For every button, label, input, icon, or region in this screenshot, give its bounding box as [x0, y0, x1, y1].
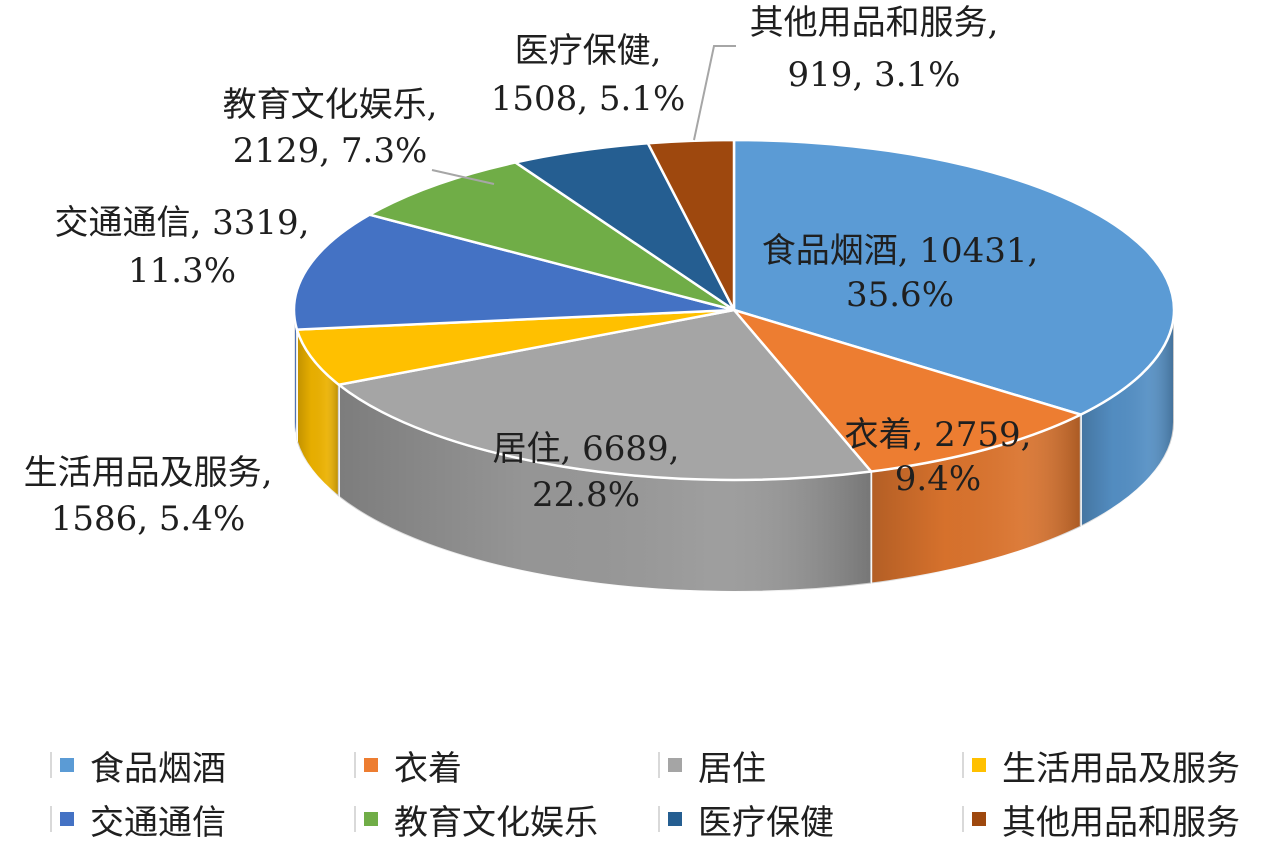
pie-slice-side-shading [294, 310, 297, 442]
data-label-education-line2: 2129, 7.3% [233, 131, 428, 171]
data-label-transport-line2: 11.3% [128, 251, 236, 291]
legend-label: 教育文化娱乐 [394, 802, 598, 843]
legend-row: 交通通信 教育文化娱乐 医疗保健 其他用品和服务 [48, 792, 1264, 846]
legend-label: 医疗保健 [698, 802, 834, 843]
pie-slice-side-shading [871, 414, 1081, 584]
legend-item-food: 食品烟酒 [48, 741, 352, 790]
legend-item-healthcare: 医疗保健 [656, 795, 960, 844]
data-label-clothing-line1: 衣着, 2759, [845, 415, 1032, 455]
leader-line-other [693, 45, 736, 141]
legend-label: 食品烟酒 [90, 748, 226, 789]
legend-swatch [364, 812, 378, 826]
pie-side-layer [293, 309, 1175, 593]
leader-line-layer [431, 45, 736, 185]
pie-slice-side-shading [338, 384, 872, 592]
data-label-housing-line1: 居住, 6689, [493, 429, 680, 469]
data-label-transport-line1: 交通通信, 3319, [55, 203, 310, 243]
data-label-healthcare-line2: 1508, 5.1% [491, 79, 686, 119]
pie-slice-education [368, 161, 736, 312]
pie-slice-housing [337, 308, 873, 482]
legend-label: 衣着 [394, 748, 462, 789]
pie-slice-clothing [732, 308, 1083, 473]
legend-label: 交通通信 [90, 802, 226, 843]
legend-item-education: 教育文化娱乐 [352, 795, 656, 844]
legend-row: 食品烟酒 衣着 居住 生活用品及服务 [48, 738, 1264, 792]
legend-swatch [364, 758, 378, 772]
pie-slice-side-shading [1080, 310, 1174, 527]
legend-label: 其他用品和服务 [1002, 802, 1240, 843]
data-label-other-line1: 其他用品和服务, [750, 3, 999, 43]
legend-label: 居住 [698, 748, 766, 789]
data-label-clothing-line2: 9.4% [895, 459, 981, 499]
pie-slice-transport [292, 213, 736, 331]
pie-chart: 食品烟酒, 10431,35.6% 衣着, 2759,9.4% 居住, 6689, 2… [24, 3, 1176, 593]
legend-swatch [972, 758, 986, 772]
data-label-household-goods-line1: 生活用品及服务, [24, 453, 273, 493]
pie-top-layer [292, 138, 1176, 482]
legend-label: 生活用品及服务 [1002, 748, 1240, 789]
legend-swatch [668, 812, 682, 826]
legend-item-household-goods: 生活用品及服务 [960, 741, 1264, 790]
legend-item-transport: 交通通信 [48, 795, 352, 844]
data-label-education-line1: 教育文化娱乐, [223, 85, 438, 125]
data-label-healthcare-line1: 医疗保健, [515, 31, 662, 71]
pie-slice-healthcare [514, 142, 736, 312]
data-label-layer: 食品烟酒, 10431,35.6% 衣着, 2759,9.4% 居住, 6689, 2… [24, 3, 1039, 539]
leader-line-education [431, 169, 495, 185]
legend-item-clothing: 衣着 [352, 741, 656, 790]
legend-swatch [668, 758, 682, 772]
pie-slice-food [732, 138, 1176, 416]
legend-swatch [60, 758, 74, 772]
legend-item-housing: 居住 [656, 741, 960, 790]
legend-item-other: 其他用品和服务 [960, 795, 1264, 844]
legend: 食品烟酒 衣着 居住 生活用品及服务 交通通信 教育文化娱乐 医疗保健 其他用品… [48, 738, 1264, 846]
pie-slice-other [646, 138, 736, 312]
data-label-household-goods-line2: 1586, 5.4% [51, 499, 246, 539]
data-label-other-line2: 919, 3.1% [788, 55, 961, 95]
legend-swatch [60, 812, 74, 826]
data-label-food-line2: 35.6% [846, 275, 954, 315]
pie-slice-side-shading [296, 329, 339, 497]
legend-swatch [972, 812, 986, 826]
data-label-food-line1: 食品烟酒, 10431, [762, 231, 1039, 271]
data-label-housing-line2: 22.8% [532, 475, 640, 515]
